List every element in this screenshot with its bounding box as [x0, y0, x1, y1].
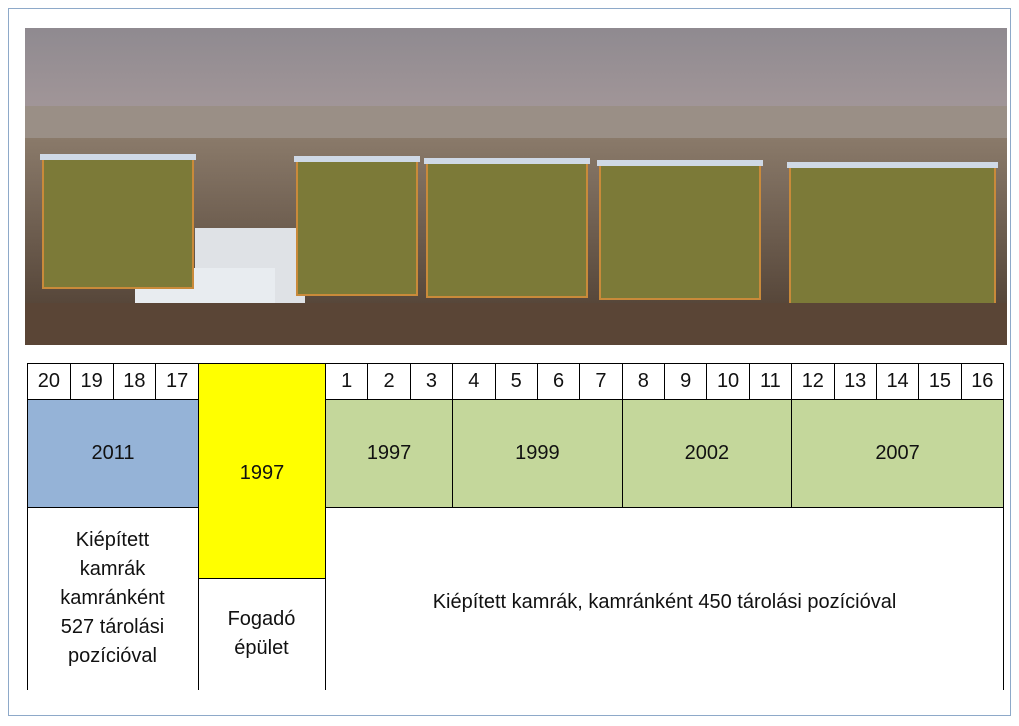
text-line: pozícióval: [68, 645, 157, 667]
rule: [1003, 507, 1004, 690]
year-cell: 2011: [27, 399, 199, 508]
text-line: kamrák: [79, 558, 146, 580]
number-cell: 1: [325, 363, 369, 400]
year-cell: 1999: [452, 399, 623, 508]
number-cell: 15: [918, 363, 962, 400]
text-line: épület: [234, 637, 289, 659]
number-cell: 17: [155, 363, 199, 400]
reception-note: Fogadó épület: [198, 578, 325, 690]
number-cell: 18: [112, 363, 157, 400]
number-cell: 7: [579, 363, 623, 400]
number-cell: 13: [833, 363, 877, 400]
frame: [8, 8, 1011, 716]
reception-cell: 1997: [198, 363, 326, 579]
text-line: Fogadó: [227, 608, 296, 630]
year-cell: 1997: [325, 399, 454, 508]
number-cell: 11: [748, 363, 793, 400]
number-cell: 3: [409, 363, 454, 400]
number-cell: 20: [27, 363, 71, 400]
number-cell: 4: [452, 363, 496, 400]
number-cell: 19: [69, 363, 114, 400]
rule: [325, 578, 326, 690]
number-cell: 5: [494, 363, 538, 400]
year-cell: 2002: [621, 399, 793, 508]
number-cell: 8: [621, 363, 665, 400]
number-cell: 12: [791, 363, 835, 400]
number-cell: 10: [706, 363, 750, 400]
text-line: Kiépített: [75, 529, 150, 551]
rule: [198, 507, 199, 690]
text-line: 527 tárolási: [60, 616, 165, 638]
photo: [25, 28, 1007, 345]
right-note: Kiépített kamrák, kamránként 450 tárolás…: [432, 591, 897, 613]
text-line: kamránként: [60, 587, 165, 609]
number-cell: 14: [875, 363, 920, 400]
year-cell: 2007: [791, 399, 1004, 508]
number-cell: 2: [367, 363, 411, 400]
rule: [27, 507, 28, 690]
number-cell: 6: [536, 363, 581, 400]
number-cell: 16: [960, 363, 1004, 400]
left-note: Kiépített kamrák kamránként 527 tárolási poz…: [27, 507, 198, 690]
number-cell: 9: [664, 363, 708, 400]
